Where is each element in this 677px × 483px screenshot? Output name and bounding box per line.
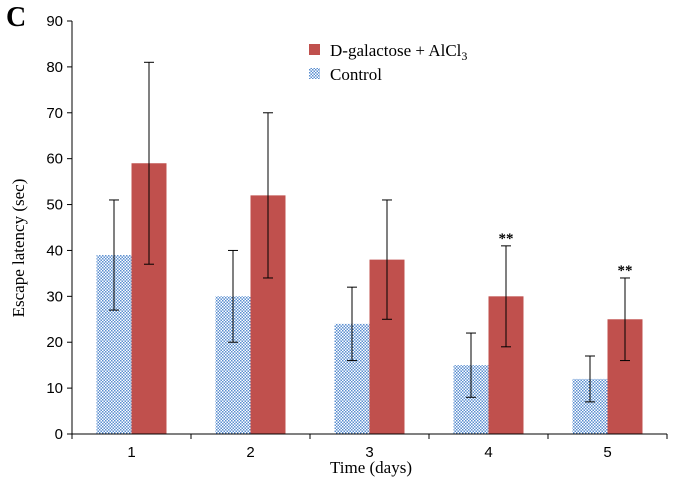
significance-annotations: ** ** (499, 231, 633, 279)
panel-label: C (6, 2, 26, 33)
legend-label-control: Control (330, 65, 382, 84)
legend-swatch-control (309, 68, 320, 79)
x-axis-title: Time (days) (330, 458, 412, 477)
y-axis-title: Escape latency (sec) (9, 179, 28, 318)
legend-label-treated-main: D-galactose + AlCl (330, 41, 462, 60)
y-tick-label-8: 80 (46, 59, 63, 76)
legend-swatch-treated (309, 44, 320, 55)
error-bar-control-day-3 (347, 286, 357, 362)
y-tick-label-3: 30 (46, 288, 63, 305)
error-bar-control-day-1 (109, 199, 119, 311)
error-bars (109, 61, 630, 403)
significance-marker-day-4: ** (499, 231, 514, 247)
y-tick-label-6: 60 (46, 151, 63, 168)
y-axis-ticks: 0 10 20 30 40 50 60 70 80 90 (46, 13, 72, 443)
x-tick-label-1: 1 (127, 444, 135, 461)
y-tick-label-7: 70 (46, 105, 63, 122)
error-bar-control-day-4 (466, 332, 476, 398)
error-bar-control-day-5 (585, 355, 595, 403)
legend-label-treated: D-galactose + AlCl3 (330, 41, 467, 63)
y-tick-label-4: 40 (46, 242, 63, 259)
legend-label-treated-subscript: 3 (461, 49, 467, 63)
legend: D-galactose + AlCl3 Control (309, 41, 467, 84)
error-bar-treated-day-5 (620, 277, 630, 362)
error-bar-control-day-2 (228, 249, 238, 343)
x-tick-label-4: 4 (484, 444, 492, 461)
error-bar-treated-day-3 (382, 199, 392, 320)
x-tick-label-2: 2 (246, 444, 254, 461)
x-tick-label-5: 5 (603, 444, 611, 461)
x-tick-label-3: 3 (365, 444, 373, 461)
error-bar-treated-day-1 (144, 61, 154, 265)
significance-marker-day-5: ** (618, 263, 633, 279)
y-tick-label-9: 90 (46, 13, 63, 30)
error-bar-treated-day-4 (501, 245, 511, 348)
bars (96, 163, 643, 434)
y-tick-label-0: 0 (55, 426, 63, 443)
y-tick-label-5: 50 (46, 197, 63, 214)
x-axis-ticks: 1 2 3 4 5 (71, 434, 668, 461)
y-tick-label-2: 20 (46, 334, 63, 351)
y-tick-label-1: 10 (46, 380, 63, 397)
error-bar-treated-day-2 (263, 112, 273, 279)
